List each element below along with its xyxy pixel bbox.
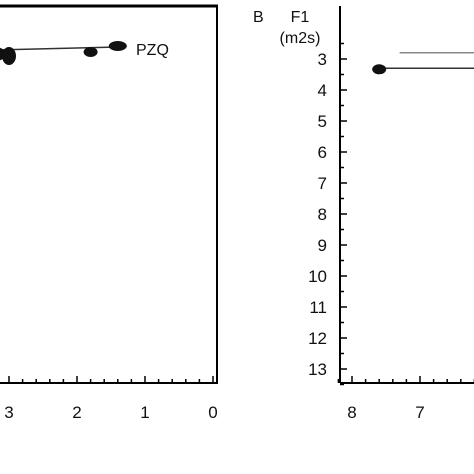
panel-a-connector	[0, 46, 118, 51]
y-tick-label: 5	[318, 112, 327, 131]
y-tick-label: 13	[308, 360, 327, 379]
panel-b-lines	[379, 52, 474, 70]
x-tick-label: 1	[140, 403, 149, 422]
x-tick-label: 8	[347, 403, 356, 422]
panel-a-x-ticks	[8, 376, 214, 383]
y-tick-label: 11	[309, 298, 327, 317]
panel-a-x-tick-labels: 3 2 1 0	[4, 403, 217, 422]
cross-peak	[83, 47, 98, 57]
y-tick-label: 10	[308, 267, 327, 286]
y-tick-label: 7	[318, 174, 327, 193]
y-tick-label: 4	[318, 81, 327, 100]
y-tick-label: 9	[318, 236, 327, 255]
y-tick-label: 6	[318, 143, 327, 162]
panel-b-y-ticks	[340, 42, 347, 386]
panel-b-x-ticks	[337, 376, 474, 383]
panel-b-label: B	[253, 9, 264, 26]
panel-b-peaks	[372, 64, 387, 75]
cross-peak	[372, 64, 387, 75]
x-tick-label: 2	[72, 403, 81, 422]
x-tick-label: 3	[4, 403, 13, 422]
panel-b-ylabel-line1: F1	[291, 9, 310, 26]
x-tick-label: 0	[208, 403, 217, 422]
panel-a-peaks	[0, 41, 127, 65]
cross-peak	[2, 47, 16, 65]
peak-connector-line	[0, 46, 118, 51]
panel-b-ylabel-line2: (m2s)	[280, 30, 321, 47]
pzq-annotation: PZQ	[136, 42, 169, 59]
panel-b-y-tick-labels: 3 4 5 6 7 8 9 10 11 12 13	[308, 50, 327, 379]
cross-peak	[108, 41, 127, 51]
y-tick-label: 8	[318, 205, 327, 224]
y-tick-label: 3	[318, 50, 327, 69]
y-tick-label: 12	[308, 329, 327, 348]
x-tick-label: 7	[415, 403, 424, 422]
panel-a: 3 2 1 0 PZQ	[0, 4, 218, 422]
